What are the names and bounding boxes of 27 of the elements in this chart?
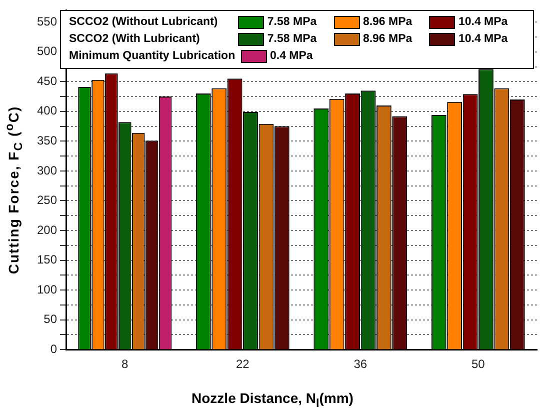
x-tick-label: 8 — [122, 357, 129, 372]
y-tick-label: 200 — [36, 222, 58, 237]
y-tick-label: 150 — [36, 252, 58, 267]
x-axis-title: Nozzle Distance, N$_{l}$(mm) — [190, 390, 354, 410]
x-tick-label: 22 — [236, 357, 250, 372]
y-tick-label: 400 — [36, 104, 58, 118]
annotation: Minimum Quantity Lubrication — [69, 49, 236, 64]
y-tick-label: 250 — [36, 193, 58, 208]
y-tick-label: 300 — [36, 163, 58, 178]
y-tick-label: 50 — [44, 312, 58, 326]
legend-label: 7.58 MPa — [267, 15, 317, 30]
annotation: SCCO2 (Without Lubricant) — [69, 15, 219, 30]
y-tick-label: 100 — [36, 282, 58, 296]
legend-label: 8.96 MPa — [362, 32, 412, 47]
y-tick-label: 550 — [36, 14, 58, 28]
x-tick-label: 36 — [354, 357, 368, 372]
y-tick-label: 450 — [36, 74, 58, 88]
y-tick-label: 0 — [50, 342, 58, 356]
legend-label: 10.4 MPa — [458, 32, 508, 47]
legend-label: 0.4 MPa — [270, 49, 313, 64]
legend-label: 10.4 MPa — [458, 15, 508, 30]
y-tick-label: 350 — [36, 134, 58, 148]
legend-label: 7.58 MPa — [267, 32, 317, 47]
annotation: SCCO2 (With Lubricant) — [69, 32, 201, 47]
x-tick-label: 50 — [471, 357, 486, 372]
y-tick-label: 500 — [36, 44, 58, 58]
legend-label: 8.96 MPa — [362, 15, 412, 30]
